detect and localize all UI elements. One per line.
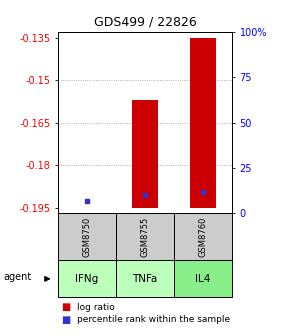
Text: GSM8750: GSM8750: [82, 217, 92, 257]
Text: IFNg: IFNg: [75, 274, 99, 284]
Text: GSM8760: GSM8760: [198, 217, 208, 257]
Text: GDS499 / 22826: GDS499 / 22826: [94, 15, 196, 28]
Text: GSM8755: GSM8755: [140, 217, 150, 257]
Bar: [190, 38, 216, 208]
Text: percentile rank within the sample: percentile rank within the sample: [77, 316, 230, 324]
Text: agent: agent: [3, 272, 31, 282]
Text: TNFa: TNFa: [132, 274, 158, 284]
Text: ■: ■: [61, 315, 70, 325]
Bar: [132, 100, 158, 208]
Text: log ratio: log ratio: [77, 303, 115, 312]
Text: IL4: IL4: [195, 274, 211, 284]
Text: ■: ■: [61, 302, 70, 312]
